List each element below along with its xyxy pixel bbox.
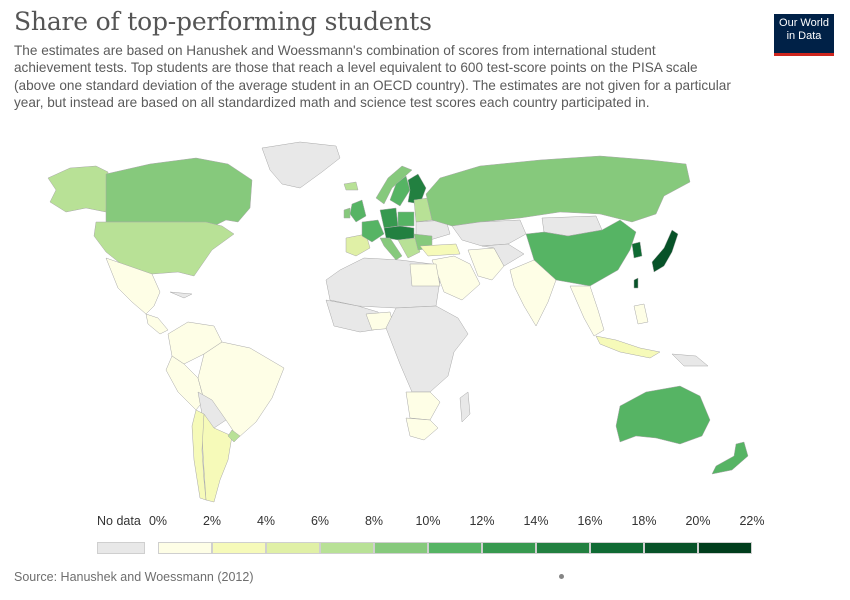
map-country-middle-east[interactable] [431,255,481,301]
map-country-south-africa[interactable] [405,417,439,441]
map-country-egypt[interactable] [409,263,441,287]
map-country-uk[interactable] [349,199,367,223]
chart-subtitle: The estimates are based on Hanushek and … [14,43,731,111]
map-country-sweden[interactable] [389,175,411,207]
source-note: Source: Hanushek and Woessmann (2012) [14,570,254,584]
map-country-central-east-africa[interactable] [385,305,469,393]
map-country-chile[interactable] [191,409,207,501]
legend-swatch-no-data[interactable] [97,542,145,554]
map-country-iceland[interactable] [343,181,359,191]
color-legend[interactable] [0,542,850,554]
map-country-japan[interactable] [651,229,679,273]
map-country-poland[interactable] [397,211,415,227]
map-country-germany[interactable] [379,207,399,229]
map-country-balkans[interactable] [397,237,421,259]
map-country-peru[interactable] [165,355,205,411]
map-country-central-america[interactable] [145,313,169,335]
map-country-norway[interactable] [375,165,413,205]
legend-swatch[interactable] [374,542,428,554]
legend-swatch[interactable] [698,542,752,554]
legend-tick-label: 10% [415,514,441,528]
timeline-dot[interactable] [559,574,564,579]
legend-tick-label: 8% [364,514,384,528]
map-country-alaska[interactable] [47,165,109,213]
owid-logo[interactable]: Our World in Data [774,14,834,56]
map-country-botswana-mozambique[interactable] [405,391,441,421]
map-country-india[interactable] [509,259,557,327]
legend-tick-label: 2% [202,514,222,528]
map-country-kazakhstan[interactable] [451,219,527,247]
map-country-greenland[interactable] [261,141,341,189]
map-country-turkey[interactable] [419,243,461,257]
map-country-cuba[interactable] [169,291,193,299]
legend-tick-label: 6% [310,514,330,528]
map-country-australia[interactable] [615,385,711,445]
legend-tick-label: 20% [685,514,711,528]
map-country-ireland[interactable] [343,207,351,219]
legend-tick-label: 0% [148,514,168,528]
map-country-italy[interactable] [379,237,403,261]
legend-swatch[interactable] [536,542,590,554]
map-country-papua[interactable] [671,353,709,367]
legend-no-data-label: No data [97,514,141,528]
map-country-philippines[interactable] [633,303,649,325]
map-country-uruguay[interactable] [227,429,241,443]
legend-swatch[interactable] [320,542,374,554]
legend-labels: No data 0% 2% 4% 6% 8% 10% 12% 14% 16% 1… [0,514,850,532]
map-country-russia[interactable] [425,155,691,227]
legend-tick-label: 14% [523,514,549,528]
logo-line-2: in Data [786,30,822,42]
map-country-madagascar[interactable] [459,391,471,423]
map-country-france[interactable] [361,219,385,243]
legend-swatch[interactable] [266,542,320,554]
map-country-southeast-asia[interactable] [569,285,605,337]
map-country-malaysia-indonesia[interactable] [595,335,661,359]
legend-tick-label: 22% [739,514,765,528]
map-country-central-asia[interactable] [481,243,525,267]
legend-tick-label: 16% [577,514,603,528]
map-country-iran[interactable] [467,247,505,281]
legend-swatch[interactable] [212,542,266,554]
map-country-mexico[interactable] [105,257,161,315]
map-country-argentina[interactable] [201,413,233,503]
legend-swatch[interactable] [428,542,482,554]
map-country-taiwan[interactable] [633,277,639,289]
legend-tick-label: 18% [631,514,657,528]
map-country-bolivia-paraguay[interactable] [197,391,227,429]
legend-tick-label: 12% [469,514,495,528]
map-country-korea[interactable] [631,241,643,259]
logo-line-1: Our World [779,17,829,29]
legend-swatch[interactable] [482,542,536,554]
map-country-canada[interactable] [105,157,253,231]
legend-swatch[interactable] [158,542,212,554]
chart-title: Share of top-performing students [14,7,432,36]
legend-swatch[interactable] [644,542,698,554]
map-country-usa[interactable] [93,221,235,277]
legend-swatch[interactable] [590,542,644,554]
legend-tick-label: 4% [256,514,276,528]
map-country-new-zealand[interactable] [711,441,749,475]
world-map[interactable] [0,130,850,510]
